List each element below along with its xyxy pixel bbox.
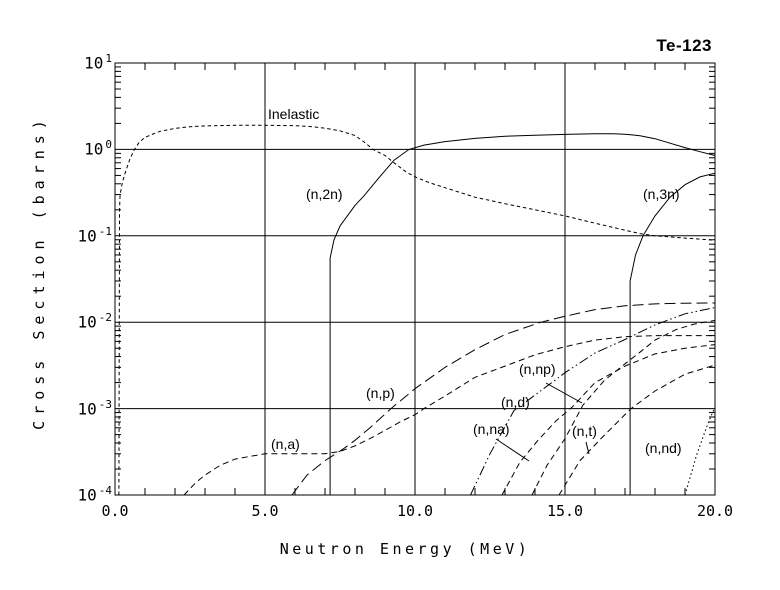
y-tick-label: 10 -4 xyxy=(58,484,112,504)
curve-label-n2n: (n,2n) xyxy=(306,186,343,202)
curve-nt xyxy=(558,364,716,496)
x-tick-label: 0.0 xyxy=(101,502,129,520)
curve-label-n3n: (n,3n) xyxy=(643,186,680,202)
y-tick-label: 10 0 xyxy=(58,138,112,158)
y-tick-label: 10 -2 xyxy=(58,311,112,331)
y-tick-label: 10 1 xyxy=(58,52,112,72)
y-tick-exponent: 1 xyxy=(105,52,112,65)
curve-label-nnd: (n,nd) xyxy=(645,440,682,456)
x-axis-title: Neutron Energy (MeV) xyxy=(279,540,531,558)
y-tick-label: 10 -3 xyxy=(58,398,112,418)
y-tick-exponent: -1 xyxy=(98,224,112,238)
curve-np xyxy=(291,302,716,496)
y-tick-base: 10 xyxy=(77,485,97,505)
plot-frame xyxy=(114,62,716,496)
curve-label-nna: (n,na) xyxy=(473,421,510,437)
y-tick-base: 10 xyxy=(77,398,97,418)
x-tick-label: 15.0 xyxy=(546,502,584,520)
curve-label-nt: (n,t) xyxy=(572,423,597,439)
y-tick-label: 10 -1 xyxy=(58,225,112,245)
y-tick-base: 10 xyxy=(84,53,104,73)
pointer-line-nna xyxy=(495,438,530,462)
curve-label-inelastic: Inelastic xyxy=(268,106,320,122)
pointer-line-nt xyxy=(585,441,590,455)
curve-nd xyxy=(470,307,716,496)
y-tick-exponent: 0 xyxy=(105,138,112,152)
x-tick-label: 20.0 xyxy=(696,502,734,520)
curve-na xyxy=(183,335,715,496)
y-tick-exponent: -4 xyxy=(98,484,112,497)
curve-n3n xyxy=(629,172,716,495)
curve-label-nd: (n,d) xyxy=(501,394,530,410)
x-tick-label: 5.0 xyxy=(251,502,279,520)
y-axis-title: Cross Section (barns) xyxy=(30,114,48,430)
chart-title: Te-123 xyxy=(656,36,712,55)
y-tick-exponent: -3 xyxy=(98,397,112,411)
y-tick-exponent: -2 xyxy=(98,311,112,325)
y-tick-base: 10 xyxy=(84,139,104,159)
curve-nna xyxy=(501,344,716,496)
curve-inelastic xyxy=(118,124,716,496)
x-tick-label: 10.0 xyxy=(396,502,434,520)
curve-label-np: (n,p) xyxy=(366,385,395,401)
y-tick-base: 10 xyxy=(77,312,97,332)
curve-nnd xyxy=(684,406,716,496)
curve-label-na: (n,a) xyxy=(271,436,300,452)
curve-label-nnp: (n,np) xyxy=(519,361,556,377)
curve-n2n xyxy=(329,133,716,495)
pointer-line-nnp xyxy=(545,382,583,404)
y-tick-base: 10 xyxy=(77,226,97,246)
curve-nnp xyxy=(531,319,716,496)
